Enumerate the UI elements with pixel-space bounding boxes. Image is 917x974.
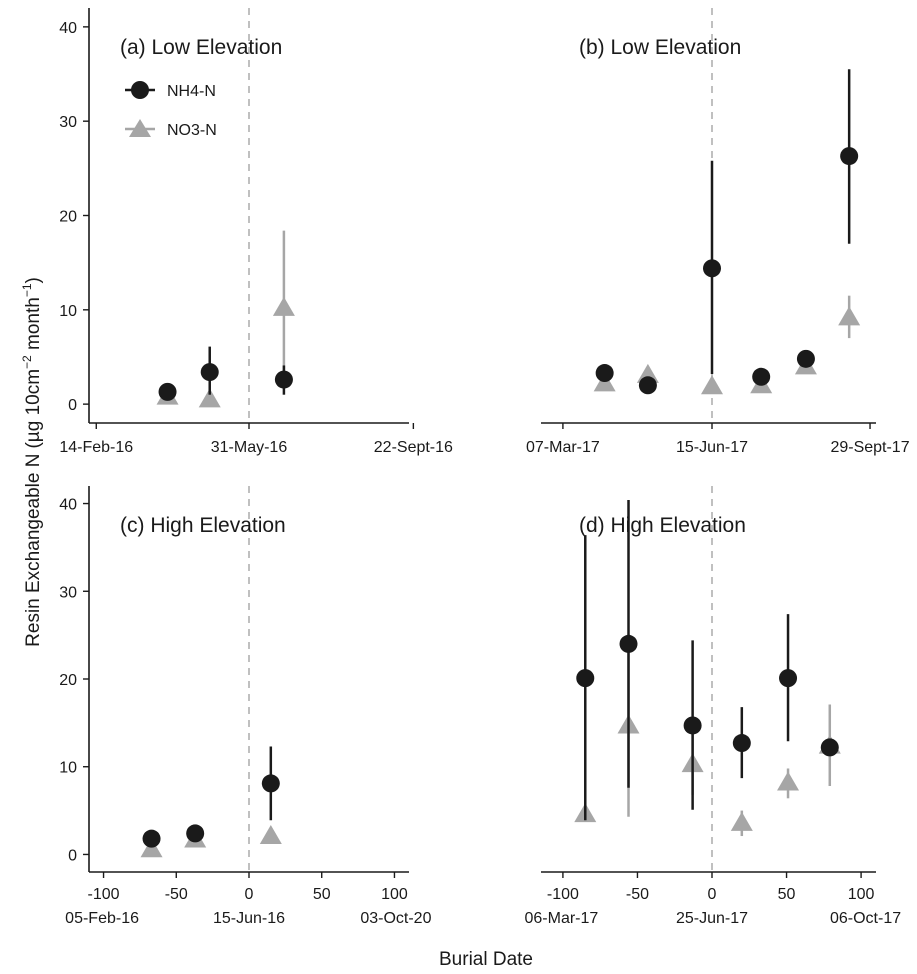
x-tick-label: 50 — [313, 886, 331, 903]
panel-d: -100 -50 0 50 100 06-Mar-17 25-Jun-17 06-Oct-17… — [525, 486, 901, 927]
panel-b: 07-Mar-17 15-Jun-17 29-Sept-17 (b) Low Elev… — [526, 8, 910, 456]
y-tick-label: 30 — [59, 584, 77, 601]
x-tick-label: 0 — [708, 886, 717, 903]
x-tick-label: -50 — [626, 886, 649, 903]
y-tick-label: 0 — [68, 397, 77, 414]
data-point-no3 — [838, 306, 861, 326]
y-tick-label: 20 — [59, 672, 77, 689]
data-point-nh4 — [595, 364, 614, 383]
legend-no3-label: NO3-N — [167, 122, 217, 139]
panel-a: 0 10 20 30 40 14-Feb-16 31-May-16 22-Sept-16 (a)… — [59, 8, 453, 456]
x-tick-label: -100 — [547, 886, 579, 903]
x-tick-label: 100 — [381, 886, 408, 903]
data-point-nh4 — [200, 363, 219, 382]
data-point-nh4 — [576, 669, 595, 688]
panels: 0 10 20 30 40 14-Feb-16 31-May-16 22-Sept-16 (a)… — [59, 8, 910, 927]
data-point-nh4 — [274, 370, 293, 389]
data-point-nh4 — [820, 738, 839, 757]
x-tick-label: 100 — [848, 886, 875, 903]
x-date-label: 14-Feb-16 — [59, 439, 133, 456]
data-point-no3 — [259, 825, 282, 845]
x-tick-label: 0 — [245, 886, 254, 903]
series-nh4 — [576, 500, 839, 821]
y-axis-title: Resin Exchangeable N(µg 10cm−2 month−1) — [20, 277, 44, 647]
x-date-label: 06-Mar-17 — [525, 910, 599, 927]
x-date-label: 22-Sept-16 — [374, 439, 453, 456]
panel-title: (c) High Elevation — [120, 514, 286, 537]
panel-title: (a) Low Elevation — [120, 36, 282, 59]
data-point-nh4 — [638, 376, 657, 395]
panel-title: (b) Low Elevation — [579, 36, 741, 59]
data-point-nh4 — [142, 829, 161, 848]
data-point-no3 — [198, 388, 221, 408]
x-tick-label: -50 — [165, 886, 188, 903]
legend-no3-marker — [129, 119, 151, 137]
series-no3 — [140, 825, 282, 858]
x-date-label: 31-May-16 — [211, 439, 288, 456]
data-point-no3 — [272, 296, 295, 316]
data-point-nh4 — [779, 669, 798, 688]
x-date-label: 15-Jun-17 — [676, 439, 748, 456]
data-point-no3 — [636, 363, 659, 383]
series-nh4 — [595, 69, 859, 395]
data-point-nh4 — [703, 259, 721, 278]
data-point-nh4 — [683, 716, 702, 735]
panel-c: 0 10 20 30 40 -100 -50 0 50 100 05-Feb-16 15-Jun-16… — [59, 486, 432, 927]
data-point-no3 — [730, 811, 753, 831]
panel-title: (d) High Elevation — [579, 514, 746, 537]
series-nh4 — [142, 746, 280, 848]
data-point-nh4 — [796, 349, 815, 368]
data-point-nh4 — [840, 147, 859, 166]
data-point-nh4 — [261, 774, 280, 793]
series-no3 — [593, 295, 861, 395]
y-tick-label: 30 — [59, 114, 77, 131]
x-date-label: 25-Jun-17 — [676, 910, 748, 927]
legend-nh4-label: NH4-N — [167, 83, 216, 100]
data-point-nh4 — [619, 634, 638, 653]
x-date-label: 29-Sept-17 — [830, 439, 909, 456]
data-point-nh4 — [732, 734, 751, 753]
y-tick-label: 10 — [59, 760, 77, 777]
data-point-nh4 — [752, 367, 771, 386]
y-tick-label: 10 — [59, 303, 77, 320]
data-point-nh4 — [186, 824, 205, 843]
legend-nh4-marker — [131, 81, 149, 99]
x-tick-label: 50 — [778, 886, 796, 903]
x-date-label: 07-Mar-17 — [526, 439, 600, 456]
x-tick-label: -100 — [88, 886, 120, 903]
x-date-label: 03-Oct-20 — [360, 910, 431, 927]
x-date-label: 05-Feb-16 — [65, 910, 139, 927]
data-point-no3 — [140, 838, 163, 858]
y-tick-label: 40 — [59, 497, 77, 514]
legend: NH4-N NO3-N — [125, 81, 217, 139]
y-tick-label: 40 — [59, 20, 77, 37]
data-point-no3 — [777, 771, 800, 791]
series-no3 — [574, 634, 841, 837]
x-date-label: 15-Jun-16 — [213, 910, 285, 927]
series-nh4 — [158, 346, 293, 401]
data-point-no3 — [701, 375, 723, 395]
x-date-label: 06-Oct-17 — [830, 910, 901, 927]
y-tick-label: 0 — [68, 847, 77, 864]
y-tick-label: 20 — [59, 209, 77, 226]
series-no3 — [156, 230, 295, 408]
x-axis-title: Burial Date — [439, 949, 533, 970]
data-point-nh4 — [158, 382, 177, 401]
